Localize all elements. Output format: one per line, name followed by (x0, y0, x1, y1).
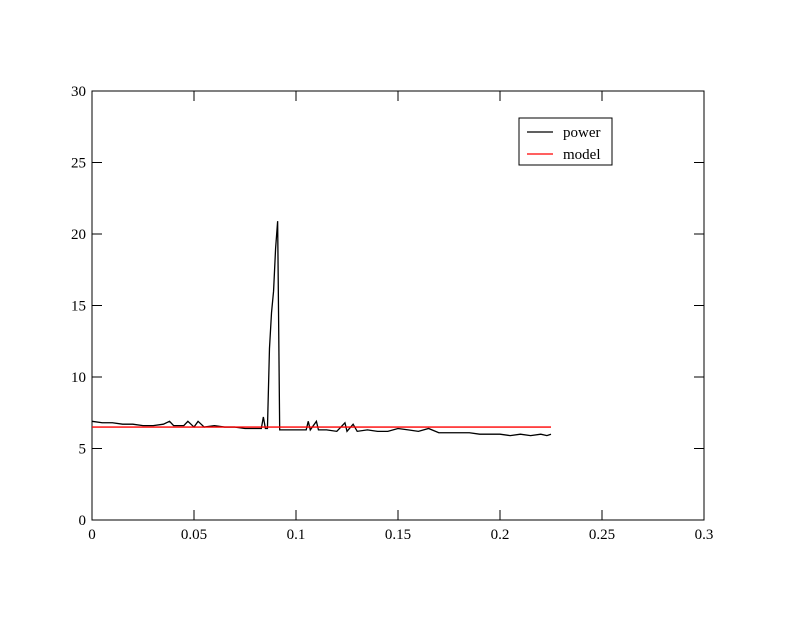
y-tick-label: 20 (71, 227, 86, 243)
y-tick-label: 15 (71, 299, 86, 315)
x-tick-label: 0.2 (491, 527, 510, 543)
y-tick-label: 10 (71, 370, 86, 386)
legend-label: model (563, 147, 601, 163)
y-tick-label: 25 (71, 156, 86, 172)
x-tick-label: 0.15 (385, 527, 411, 543)
x-tick-label: 0.25 (589, 527, 615, 543)
legend-label: power (563, 125, 601, 141)
y-tick-label: 5 (79, 442, 87, 458)
x-tick-label: 0.1 (287, 527, 306, 543)
x-tick-label: 0 (88, 527, 96, 543)
y-tick-label: 0 (79, 513, 87, 529)
x-tick-label: 0.05 (181, 527, 207, 543)
y-tick-label: 30 (71, 84, 86, 100)
legend-box (518, 117, 613, 166)
x-tick-label: 0.3 (695, 527, 714, 543)
series-line (91, 221, 552, 437)
